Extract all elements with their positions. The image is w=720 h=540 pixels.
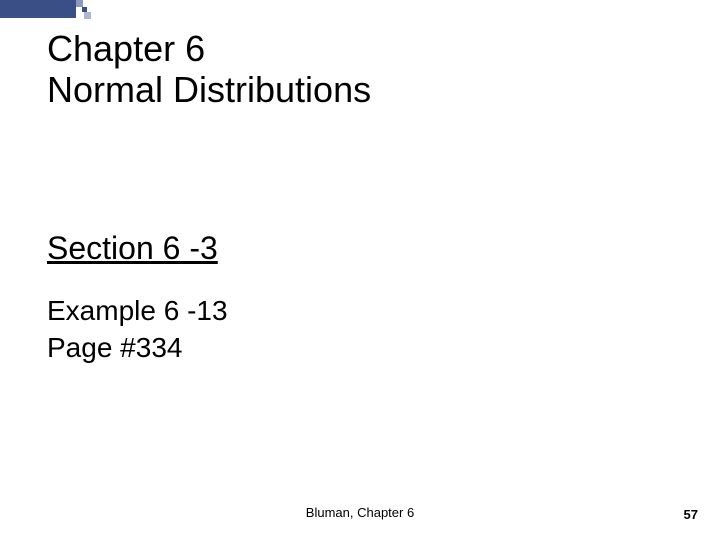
slide-title: Chapter 6 Normal Distributions [47,28,371,111]
slide: Chapter 6 Normal Distributions Section 6… [0,0,720,540]
accent-bar [0,0,76,18]
accent-square-icon [84,12,91,19]
example-label: Example 6 -13 [47,295,228,327]
page-reference: Page #334 [47,332,182,364]
title-line-1: Chapter 6 [47,28,371,69]
accent-square-icon [76,0,83,7]
footer-text: Bluman, Chapter 6 [0,505,720,520]
title-line-2: Normal Distributions [47,69,371,110]
section-heading: Section 6 -3 [47,230,218,267]
page-number: 57 [684,507,698,522]
